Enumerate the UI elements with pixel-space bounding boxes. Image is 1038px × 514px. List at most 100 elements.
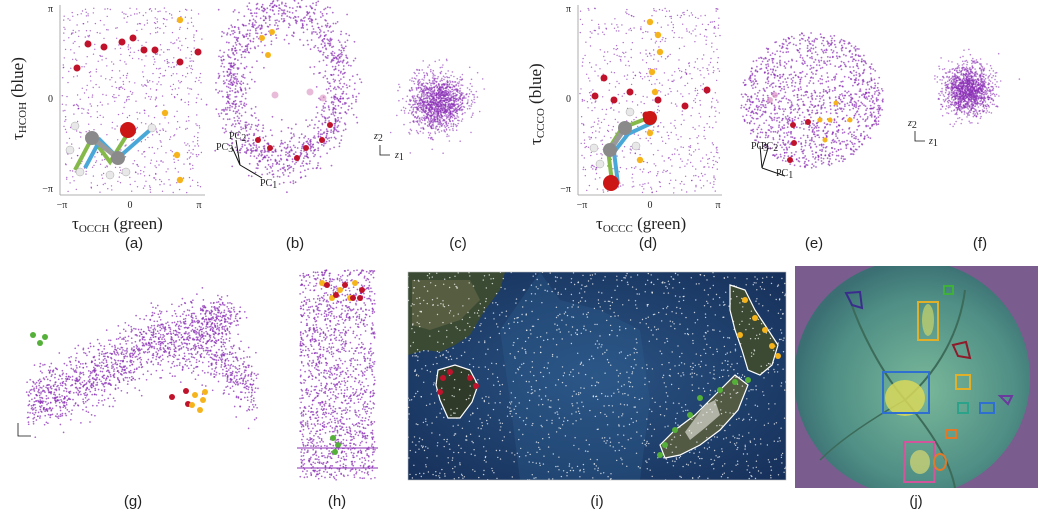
- scatter-point: [592, 164, 594, 167]
- scatter-point: [455, 98, 458, 101]
- scatter-point: [829, 101, 832, 104]
- scatter-point: [89, 71, 92, 73]
- scatter-point: [313, 46, 316, 49]
- scatter-point: [442, 105, 444, 108]
- scatter-point: [151, 134, 154, 136]
- scatter-point: [694, 87, 697, 90]
- scatter-point: [470, 90, 473, 93]
- scatter-point: [288, 16, 291, 18]
- scatter-point: [589, 45, 592, 47]
- scatter-point: [433, 119, 436, 121]
- scatter-point: [432, 113, 435, 115]
- scatter-point: [262, 127, 265, 129]
- scatter-point: [853, 137, 856, 140]
- scatter-point: [855, 111, 858, 113]
- scatter-point: [199, 186, 202, 188]
- scatter-point: [778, 121, 781, 124]
- scatter-point: [309, 160, 311, 163]
- scatter-point: [337, 39, 340, 42]
- scatter-point: [176, 182, 178, 184]
- panel-a-xtick-pi: π: [196, 200, 201, 211]
- scatter-point: [585, 41, 587, 43]
- scatter-point: [632, 181, 634, 183]
- scatter-point: [241, 75, 243, 78]
- scatter-point: [87, 96, 90, 99]
- scatter-point: [326, 92, 329, 94]
- scatter-point: [227, 83, 230, 85]
- scatter-point: [459, 104, 461, 107]
- scatter-point: [245, 65, 248, 68]
- scatter-point: [841, 132, 844, 134]
- scatter-point: [716, 149, 718, 151]
- scatter-point: [196, 143, 199, 145]
- scatter-point: [389, 131, 392, 134]
- scatter-point: [653, 8, 655, 10]
- scatter-point: [820, 48, 823, 51]
- scatter-point: [593, 165, 595, 168]
- scatter-point: [229, 33, 232, 36]
- scatter-point: [332, 132, 335, 135]
- scatter-point: [795, 151, 797, 153]
- scatter-point: [227, 75, 230, 77]
- scatter-point: [853, 117, 855, 119]
- scatter-point: [231, 47, 234, 50]
- scatter-point: [173, 57, 175, 59]
- scatter-point: [271, 170, 274, 172]
- scatter-point: [312, 11, 315, 14]
- scatter-point: [226, 33, 228, 36]
- scatter-point: [699, 179, 701, 181]
- scatter-point: [78, 46, 80, 48]
- scatter-point: [299, 38, 301, 41]
- scatter-point: [850, 133, 853, 136]
- scatter-point: [166, 58, 168, 61]
- scatter-point: [763, 58, 765, 60]
- scatter-point: [283, 19, 285, 22]
- scatter-point: [141, 59, 143, 61]
- scatter-point: [822, 90, 825, 93]
- scatter-point: [673, 187, 675, 189]
- scatter-point: [675, 134, 677, 136]
- scatter-point: [843, 97, 845, 100]
- scatter-point: [443, 110, 446, 113]
- scatter-point: [315, 86, 318, 88]
- scatter-point: [324, 119, 327, 121]
- scatter-point: [811, 111, 813, 114]
- panel-a-xlabel: τOCCH (green): [72, 214, 163, 235]
- scatter-point: [759, 131, 762, 134]
- scatter-point: [450, 74, 452, 77]
- scatter-point: [786, 44, 789, 47]
- scatter-point: [302, 164, 305, 167]
- scatter-point: [314, 137, 316, 139]
- scatter-point: [226, 54, 229, 56]
- scatter-point: [155, 179, 157, 181]
- scatter-point: [454, 108, 457, 111]
- scatter-point: [657, 109, 659, 111]
- scatter-point: [693, 66, 695, 69]
- scatter-point: [460, 108, 463, 111]
- scatter-point: [114, 166, 117, 169]
- scatter-point: [187, 143, 189, 145]
- scatter-point: [356, 73, 359, 76]
- scatter-point: [820, 108, 822, 110]
- scatter-point: [141, 153, 143, 155]
- scatter-point: [244, 111, 247, 114]
- scatter-point: [428, 101, 431, 103]
- scatter-point: [200, 98, 203, 100]
- scatter-point: [188, 149, 190, 152]
- scatter-point: [113, 94, 115, 96]
- scatter-point: [233, 78, 236, 80]
- scatter-point: [188, 120, 190, 122]
- scatter-point: [312, 136, 315, 139]
- scatter-point: [245, 130, 248, 132]
- scatter-point: [186, 27, 189, 30]
- scatter-point: [244, 141, 247, 144]
- scatter-point: [405, 100, 408, 103]
- scatter-point: [215, 88, 217, 91]
- scatter-point: [149, 98, 152, 100]
- scatter-point: [162, 75, 164, 77]
- scatter-point: [245, 126, 247, 128]
- scatter-point: [241, 106, 244, 109]
- scatter-point: [197, 184, 199, 187]
- scatter-point: [250, 78, 253, 81]
- scatter-point: [660, 26, 662, 28]
